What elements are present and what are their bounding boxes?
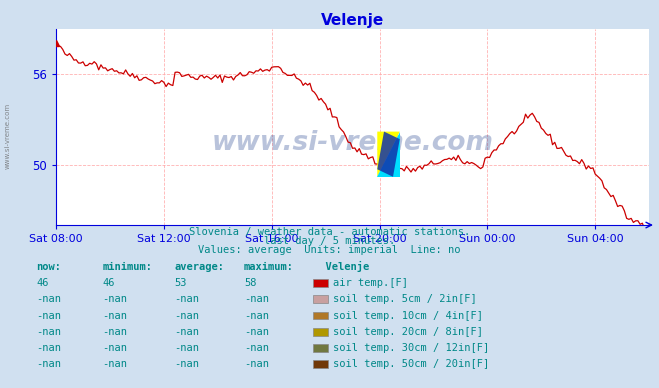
Text: average:: average: (175, 262, 225, 272)
Polygon shape (377, 132, 400, 177)
Polygon shape (377, 132, 400, 177)
Polygon shape (377, 132, 400, 177)
Text: soil temp. 10cm / 4in[F]: soil temp. 10cm / 4in[F] (333, 310, 483, 320)
Text: -nan: -nan (175, 359, 200, 369)
Text: -nan: -nan (175, 294, 200, 304)
Text: air temp.[F]: air temp.[F] (333, 278, 408, 288)
Text: -nan: -nan (175, 343, 200, 353)
Text: -nan: -nan (102, 359, 127, 369)
Text: maximum:: maximum: (244, 262, 294, 272)
Text: -nan: -nan (36, 294, 61, 304)
Text: -nan: -nan (36, 310, 61, 320)
Text: www.si-vreme.com: www.si-vreme.com (212, 130, 494, 156)
Text: -nan: -nan (175, 327, 200, 337)
Text: -nan: -nan (102, 327, 127, 337)
Text: -nan: -nan (36, 327, 61, 337)
Text: -nan: -nan (244, 310, 269, 320)
Text: minimum:: minimum: (102, 262, 152, 272)
Text: 53: 53 (175, 278, 187, 288)
Title: Velenje: Velenje (321, 13, 384, 28)
Text: www.si-vreme.com: www.si-vreme.com (5, 103, 11, 169)
Text: -nan: -nan (244, 343, 269, 353)
Text: -nan: -nan (244, 359, 269, 369)
Text: -nan: -nan (102, 294, 127, 304)
Text: 58: 58 (244, 278, 256, 288)
Text: Slovenia / weather data - automatic stations.: Slovenia / weather data - automatic stat… (189, 227, 470, 237)
Text: last day / 5 minutes.: last day / 5 minutes. (264, 236, 395, 246)
Text: 46: 46 (102, 278, 115, 288)
Text: soil temp. 50cm / 20in[F]: soil temp. 50cm / 20in[F] (333, 359, 489, 369)
Text: -nan: -nan (102, 343, 127, 353)
Text: -nan: -nan (175, 310, 200, 320)
Text: 46: 46 (36, 278, 49, 288)
Text: -nan: -nan (244, 327, 269, 337)
Text: -nan: -nan (244, 294, 269, 304)
Text: soil temp. 20cm / 8in[F]: soil temp. 20cm / 8in[F] (333, 327, 483, 337)
Text: soil temp. 5cm / 2in[F]: soil temp. 5cm / 2in[F] (333, 294, 476, 304)
Text: now:: now: (36, 262, 61, 272)
Text: -nan: -nan (102, 310, 127, 320)
Text: Values: average  Units: imperial  Line: no: Values: average Units: imperial Line: no (198, 244, 461, 255)
Text: -nan: -nan (36, 343, 61, 353)
Text: -nan: -nan (36, 359, 61, 369)
Text: Velenje: Velenje (313, 261, 369, 272)
Text: soil temp. 30cm / 12in[F]: soil temp. 30cm / 12in[F] (333, 343, 489, 353)
